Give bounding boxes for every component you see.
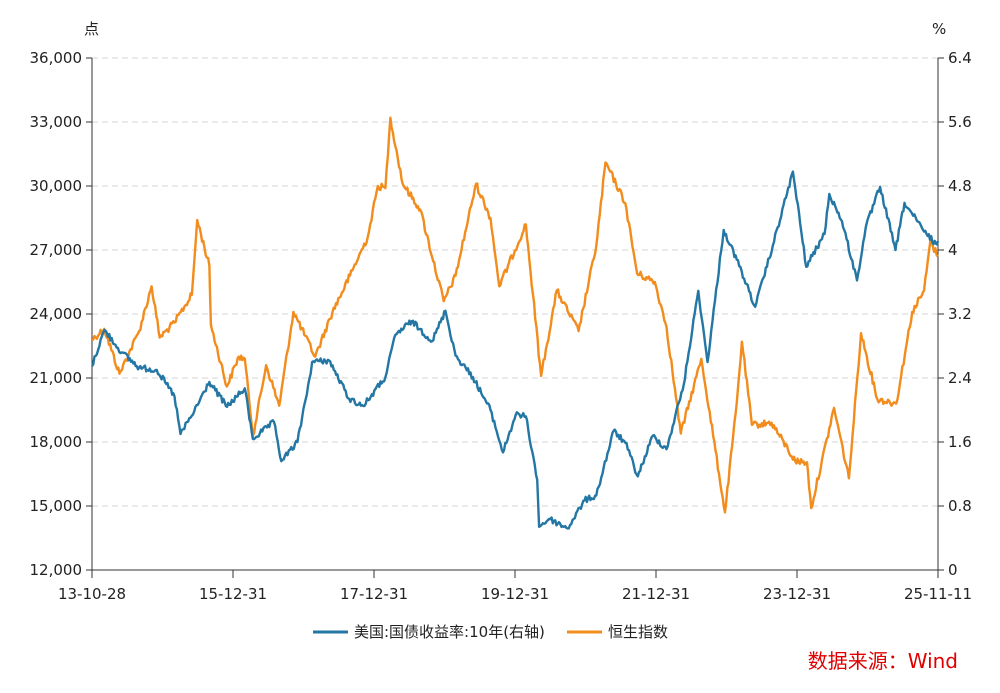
right-tick-label: 5.6 <box>948 113 972 131</box>
left-tick-label: 15,000 <box>30 497 83 515</box>
x-tick-label: 19-12-31 <box>481 585 549 603</box>
right-unit-label: % <box>932 20 946 38</box>
legend-label-yield: 美国:国债收益率:10年(右轴) <box>354 623 545 641</box>
left-tick-label: 27,000 <box>30 241 83 259</box>
left-tick-label: 18,000 <box>30 433 83 451</box>
right-tick-label: 0.8 <box>948 497 972 515</box>
legend: 美国:国债收益率:10年(右轴) 恒生指数 <box>313 623 668 641</box>
series-line-hang-seng-index <box>92 116 939 514</box>
left-tick-label: 21,000 <box>30 369 83 387</box>
legend-label-hsi: 恒生指数 <box>608 623 668 641</box>
left-tick-label: 12,000 <box>30 561 83 579</box>
right-tick-label: 0 <box>948 561 958 579</box>
series-line-us-10y-yield <box>91 170 940 530</box>
x-tick-label: 21-12-31 <box>622 585 690 603</box>
x-tick-label: 23-12-31 <box>763 585 831 603</box>
left-tick-label: 33,000 <box>30 113 83 131</box>
gridlines <box>92 57 938 507</box>
tick-marks: 12,000 0 15,000 0.8 18,000 1.6 21,000 2.4 24,000… <box>30 49 973 603</box>
source-note: 数据来源：Wind <box>808 649 958 673</box>
right-tick-label: 4.8 <box>948 177 972 195</box>
x-tick-label: 13-10-28 <box>58 585 126 603</box>
left-unit-label: 点 <box>84 20 99 38</box>
right-tick-label: 4 <box>948 241 958 259</box>
right-tick-label: 1.6 <box>948 433 972 451</box>
series-lines <box>91 116 940 530</box>
right-tick-label: 3.2 <box>948 305 972 323</box>
x-tick-label: 17-12-31 <box>340 585 408 603</box>
left-tick-label: 30,000 <box>30 177 83 195</box>
right-tick-label: 6.4 <box>948 49 972 67</box>
left-tick-label: 24,000 <box>30 305 83 323</box>
x-tick-label: 25-11-11 <box>904 585 972 603</box>
x-tick-label: 15-12-31 <box>199 585 267 603</box>
left-tick-label: 36,000 <box>30 49 83 67</box>
right-tick-label: 2.4 <box>948 369 972 387</box>
